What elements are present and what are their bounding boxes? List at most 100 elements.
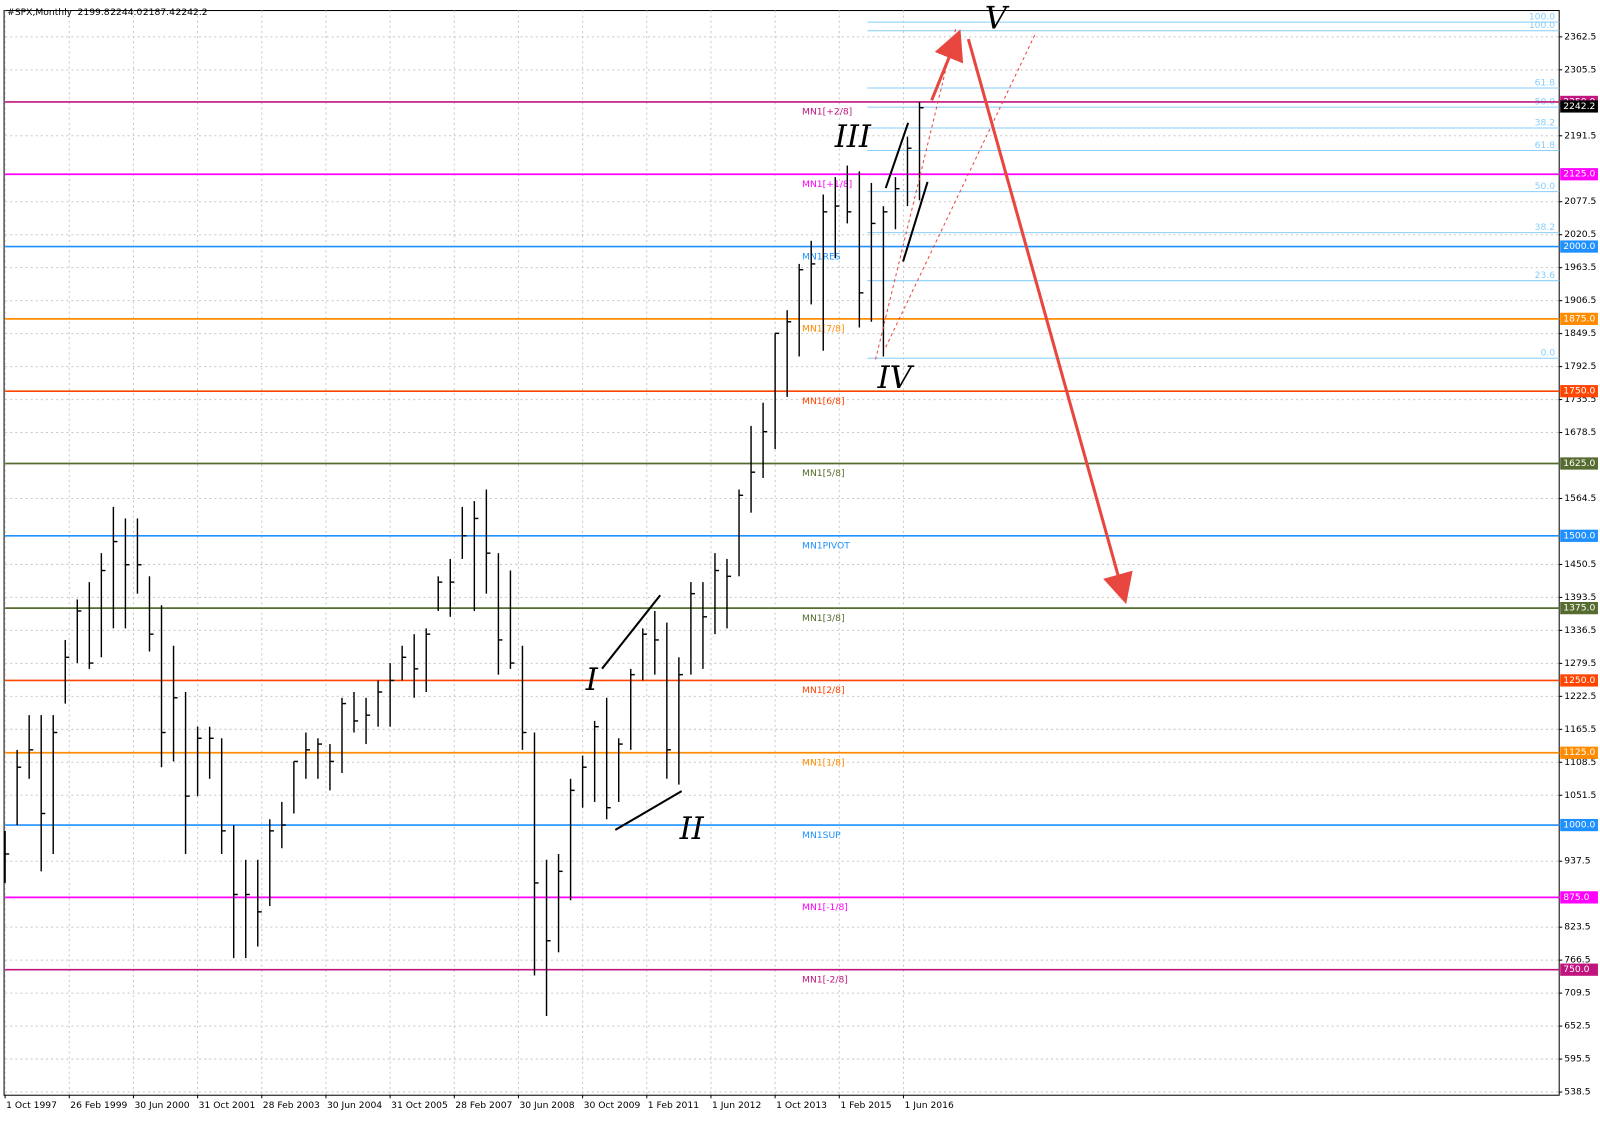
price-tag xyxy=(1560,312,1598,325)
y-tick-label: 1165.5 xyxy=(1564,724,1596,735)
y-tick-label: 1849.5 xyxy=(1564,328,1596,339)
x-tick-label: 30 Oct 2009 xyxy=(584,1100,641,1111)
y-tick-label: 652.5 xyxy=(1564,1021,1590,1032)
plot-frame xyxy=(3,10,1560,1096)
level-name: MN1[1/8] xyxy=(802,757,845,768)
price-tag-label: 1500.0 xyxy=(1563,530,1595,541)
y-tick-label: 1963.5 xyxy=(1564,262,1596,273)
header: #SPX,Monthly 2199.8 2244.0 2187.4 2242.2 xyxy=(7,7,207,18)
x-tick-label: 1 Oct 1997 xyxy=(6,1100,57,1111)
grid xyxy=(4,10,1560,1096)
level-name: MN1[+2/8] xyxy=(802,107,852,118)
x-tick-label: 1 Feb 2011 xyxy=(648,1100,699,1111)
y-tick-label: 1108.5 xyxy=(1564,757,1596,768)
level-name: MN1[-2/8] xyxy=(802,974,848,985)
y-tick-label: 1279.5 xyxy=(1564,658,1596,669)
channel-line xyxy=(885,32,1037,348)
price-tag xyxy=(1560,963,1598,976)
wave-label: I xyxy=(585,663,599,698)
wave-line xyxy=(614,790,683,831)
y-tick-label: 1906.5 xyxy=(1564,295,1596,306)
y-tick-label: 2305.5 xyxy=(1564,64,1596,75)
price-tag xyxy=(1560,385,1598,398)
price-tag-label: 2000.0 xyxy=(1563,241,1595,252)
fib-label: 0.0 xyxy=(1541,348,1556,359)
fib-label: 61.8 xyxy=(1535,77,1556,88)
x-tick-label: 30 Jun 2000 xyxy=(134,1100,189,1111)
fib-label: 100.0 xyxy=(1529,11,1555,22)
fib-label: 50.0 xyxy=(1535,181,1556,192)
price-tag xyxy=(1560,529,1598,542)
fib-label: 38.2 xyxy=(1535,222,1555,233)
price-tag-label: 2125.0 xyxy=(1563,169,1595,180)
y-tick-label: 595.5 xyxy=(1564,1054,1590,1065)
y-tick-label: 1051.5 xyxy=(1564,790,1596,801)
price-tag-label: 875.0 xyxy=(1563,892,1589,903)
price-tag xyxy=(1560,240,1598,253)
y-tick-label: 1564.5 xyxy=(1564,493,1596,504)
price-tag-label: 1000.0 xyxy=(1563,820,1595,831)
axes: 2362.5 2305.5 2191.5 2077.5 2020.5 1963.5 1906… xyxy=(4,31,1598,1111)
wave-label: III xyxy=(834,120,872,155)
last-price-tag xyxy=(1560,100,1598,113)
wave-line xyxy=(601,594,662,670)
quote-open: 2199.8 xyxy=(78,7,110,18)
fib-label: 61.8 xyxy=(1535,140,1556,151)
y-tick-label: 823.5 xyxy=(1564,922,1590,933)
symbol-title: #SPX,Monthly xyxy=(7,7,73,18)
bars xyxy=(4,101,924,1016)
x-tick-label: 28 Feb 2003 xyxy=(263,1100,320,1111)
price-tag xyxy=(1560,674,1598,687)
quote-close: 2242.2 xyxy=(176,7,208,18)
wave-line xyxy=(884,122,910,189)
price-tag-label: 1375.0 xyxy=(1563,603,1595,614)
y-tick-label: 2191.5 xyxy=(1564,130,1596,141)
level-name: MN1SUP xyxy=(802,830,841,841)
price-tag xyxy=(1560,746,1598,759)
x-tick-label: 30 Jun 2004 xyxy=(327,1100,382,1111)
x-tick-label: 1 Jun 2012 xyxy=(712,1100,761,1111)
price-tag xyxy=(1560,818,1598,832)
fib-label: 100.0 xyxy=(1529,20,1555,31)
price-tag-label: 1875.0 xyxy=(1563,313,1595,324)
drawings: I II III IV V xyxy=(585,2,1133,847)
level-name: MN1[6/8] xyxy=(802,396,845,407)
wave-label: IV xyxy=(877,361,915,396)
price-tag-label: 1125.0 xyxy=(1563,747,1595,758)
y-tick-label: 538.5 xyxy=(1564,1087,1590,1098)
x-tick-label: 31 Oct 2005 xyxy=(391,1100,448,1111)
level-name: MN1[-1/8] xyxy=(802,902,848,913)
last-price-label: 2242.2 xyxy=(1563,101,1595,112)
level-name: MN1RES xyxy=(802,251,841,262)
price-tag xyxy=(1560,168,1598,181)
channel-line xyxy=(875,26,957,360)
price-tag xyxy=(1560,602,1598,615)
level-name: MN1[2/8] xyxy=(802,685,845,696)
y-tick-label: 1393.5 xyxy=(1564,592,1596,603)
y-tick-label: 1678.5 xyxy=(1564,427,1596,438)
y-tick-label: 766.5 xyxy=(1564,955,1590,966)
x-tick-label: 31 Oct 2001 xyxy=(199,1100,256,1111)
x-tick-label: 1 Oct 2013 xyxy=(776,1100,827,1111)
quote-low: 2187.4 xyxy=(143,7,175,18)
level-name: MN1PIVOT xyxy=(802,541,850,552)
price-tag xyxy=(1560,457,1598,470)
quote-high: 2244.0 xyxy=(110,7,142,18)
x-tick-label: 1 Feb 2015 xyxy=(840,1100,891,1111)
price-tag-label: 1625.0 xyxy=(1563,458,1595,469)
wave-label: V xyxy=(985,2,1010,37)
y-tick-label: 1222.5 xyxy=(1564,691,1596,702)
x-tick-label: 1 Jun 2016 xyxy=(904,1100,954,1111)
level-name: MN1[3/8] xyxy=(802,613,845,624)
y-tick-label: 1735.5 xyxy=(1564,394,1596,405)
x-tick-label: 26 Feb 1999 xyxy=(70,1100,127,1111)
y-tick-label: 1450.5 xyxy=(1564,559,1596,570)
price-tag xyxy=(1560,891,1598,904)
forecast-arrow xyxy=(930,29,964,101)
price-tag-label: 750.0 xyxy=(1563,964,1589,975)
y-tick-label: 1336.5 xyxy=(1564,625,1596,636)
fib-label: 38.2 xyxy=(1535,117,1555,128)
level-name: MN1[5/8] xyxy=(802,468,845,479)
